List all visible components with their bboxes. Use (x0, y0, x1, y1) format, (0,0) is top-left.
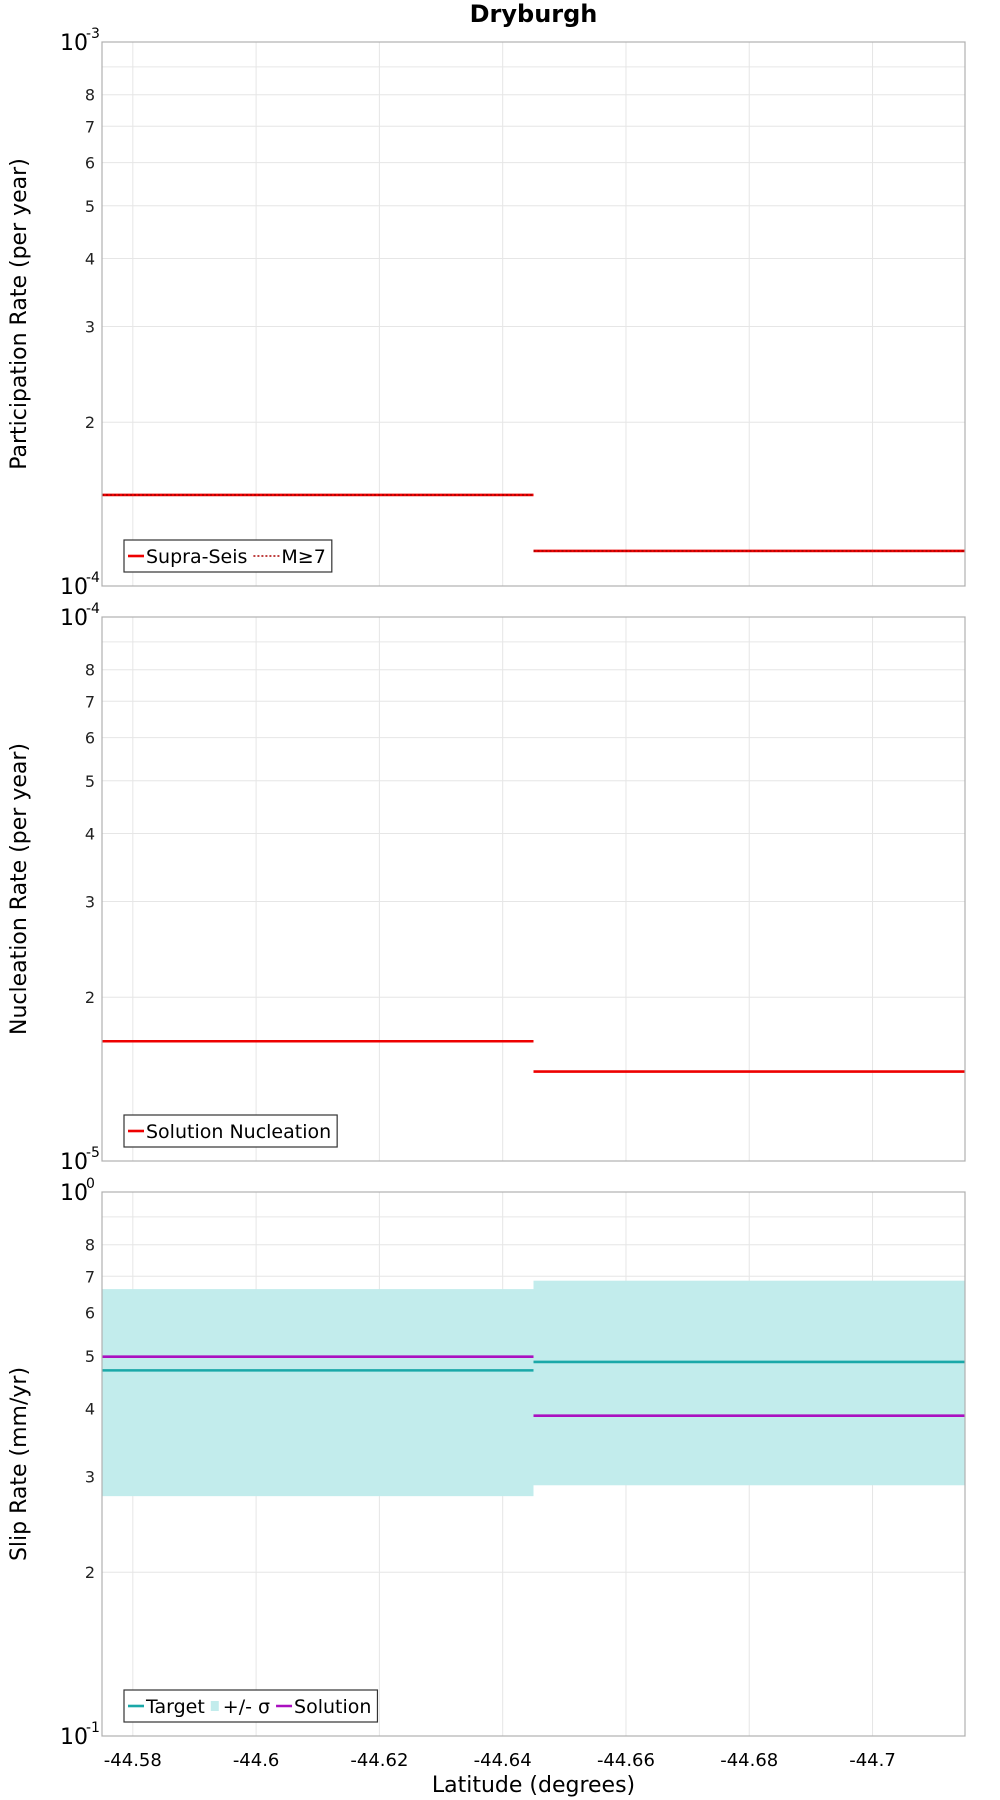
plot-frame (101, 616, 966, 1162)
y-tick-minor: 4 (85, 824, 95, 843)
y-tick-decade: 10 (60, 1150, 88, 1175)
chart-title: Dryburgh (470, 0, 598, 28)
y-tick-minor: 8 (85, 86, 95, 105)
y-tick-decade: 10 (60, 606, 88, 631)
y-tick-minor: 5 (85, 197, 95, 216)
y-tick-exponent: -1 (86, 1720, 100, 1736)
legend-box (123, 1689, 379, 1723)
legend-label: Supra-Seis (146, 546, 247, 568)
x-tick-label: -44.62 (350, 1750, 408, 1771)
y-tick-exponent: -3 (86, 26, 100, 42)
y-tick-minor: 7 (85, 1267, 95, 1286)
y-tick-minor: 3 (85, 317, 95, 336)
legend-label: Solution (294, 1696, 371, 1718)
y-axis-label: Slip Rate (mm/yr) (7, 1367, 32, 1561)
y-tick-minor: 2 (85, 1563, 95, 1582)
legend: Target +/- σ Solution (123, 1689, 379, 1723)
y-tick-minor: 5 (85, 1347, 95, 1366)
x-tick-label: -44.58 (104, 1750, 162, 1771)
y-tick-minor: 4 (85, 249, 95, 268)
y-tick-decade: 10 (60, 1725, 88, 1750)
plot-frame (101, 41, 966, 587)
x-axis-label: Latitude (degrees) (432, 1773, 635, 1798)
legend-swatch-band (210, 1701, 219, 1711)
y-tick-minor: 4 (85, 1399, 95, 1418)
x-tick-label: -44.64 (474, 1750, 532, 1771)
legend-box (123, 1114, 338, 1148)
y-tick-minor: 2 (85, 988, 95, 1007)
y-tick-minor: 5 (85, 772, 95, 791)
x-tick-label: -44.66 (597, 1750, 655, 1771)
y-axis-label: Nucleation Rate (per year) (7, 743, 32, 1035)
y-tick-minor: 6 (85, 154, 95, 173)
legend-label: Target (145, 1696, 205, 1718)
legend-label: Solution Nucleation (146, 1121, 331, 1143)
y-tick-minor: 6 (85, 1304, 95, 1323)
x-tick-label: -44.68 (720, 1750, 778, 1771)
y-axis-label: Participation Rate (per year) (7, 158, 32, 470)
y-tick-minor: 3 (85, 1467, 95, 1486)
legend-label: +/- σ (223, 1696, 270, 1718)
sigma-band-2 (533, 1280, 965, 1486)
plot-frame (101, 1191, 966, 1737)
y-tick-exponent: 0 (86, 1176, 95, 1192)
legend: Supra-Seis M≥7 (123, 539, 333, 573)
y-tick-minor: 2 (85, 413, 95, 432)
y-tick-minor: 6 (85, 729, 95, 748)
y-tick-decade: 10 (60, 575, 88, 600)
sigma-band-1 (102, 1289, 534, 1497)
y-tick-exponent: -4 (86, 570, 100, 586)
y-tick-exponent: -5 (86, 1145, 100, 1161)
y-tick-decade: 10 (60, 1181, 88, 1206)
legend-label: M≥7 (281, 546, 325, 568)
y-tick-minor: 8 (85, 661, 95, 680)
x-tick-label: -44.6 (233, 1750, 280, 1771)
y-tick-decade: 10 (60, 31, 88, 56)
legend: Solution Nucleation (123, 1114, 338, 1148)
x-tick-label: -44.7 (849, 1750, 896, 1771)
y-tick-minor: 7 (85, 117, 95, 136)
y-tick-minor: 7 (85, 692, 95, 711)
y-tick-minor: 8 (85, 1236, 95, 1255)
legend-box (123, 539, 333, 573)
y-tick-minor: 3 (85, 892, 95, 911)
y-tick-exponent: -4 (86, 601, 100, 617)
